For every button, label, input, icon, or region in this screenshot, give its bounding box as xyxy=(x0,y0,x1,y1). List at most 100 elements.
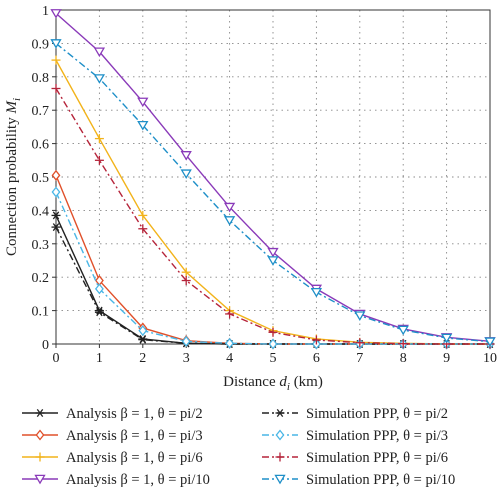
y-tick-label: 0.8 xyxy=(32,71,50,86)
data-point xyxy=(181,276,191,286)
grid xyxy=(56,10,490,344)
legend-item: Analysis β = 1, θ = pi/6 xyxy=(22,450,203,466)
legend-label: Analysis β = 1, θ = pi/3 xyxy=(66,428,203,444)
series-line xyxy=(55,191,490,345)
y-tick-label: 0.5 xyxy=(32,171,50,186)
y-tick-label: 0.2 xyxy=(32,271,50,286)
y-axis-title: Connection probability Mi xyxy=(4,98,23,256)
data-point xyxy=(138,325,148,337)
x-tick-label: 0 xyxy=(53,351,60,366)
data-point xyxy=(484,337,496,347)
series-line xyxy=(55,42,491,343)
data-point xyxy=(94,308,104,317)
x-tick-label: 8 xyxy=(400,351,407,366)
legend-label: Analysis β = 1, θ = pi/2 xyxy=(66,406,203,422)
legend-item: Simulation PPP, θ = pi/2 xyxy=(262,406,448,422)
legend-marker xyxy=(35,409,45,417)
data-point xyxy=(94,134,104,144)
data-point xyxy=(51,169,61,181)
data-point xyxy=(268,338,278,350)
y-tick-label: 1 xyxy=(42,4,49,19)
legend-marker xyxy=(35,429,45,441)
legend-item: Simulation PPP, θ = pi/10 xyxy=(262,472,455,488)
series-line xyxy=(55,226,490,345)
data-point xyxy=(310,287,323,298)
data-point xyxy=(268,327,278,337)
legend-marker xyxy=(34,474,46,485)
data-point xyxy=(94,155,104,165)
legend-item: Analysis β = 1, θ = pi/2 xyxy=(22,406,203,422)
y-tick-label: 0.1 xyxy=(32,305,50,320)
x-tick-label: 1 xyxy=(96,351,103,366)
data-point xyxy=(397,325,409,336)
data-point xyxy=(354,311,366,321)
y-tick-label: 0 xyxy=(42,338,49,353)
series-7 xyxy=(51,83,495,349)
data-point xyxy=(137,97,149,108)
legend-label: Analysis β = 1, θ = pi/10 xyxy=(66,472,210,488)
data-point xyxy=(267,256,279,266)
data-point xyxy=(355,338,365,348)
data-point xyxy=(94,283,104,295)
y-tick-label: 0.7 xyxy=(32,104,50,119)
legend-label: Simulation PPP, θ = pi/6 xyxy=(306,450,448,466)
series-line xyxy=(55,59,490,345)
legend-item: Simulation PPP, θ = pi/3 xyxy=(262,428,448,444)
data-point xyxy=(267,247,279,258)
data-point xyxy=(225,337,235,349)
x-tick-label: 10 xyxy=(483,351,497,366)
x-tick-label: 6 xyxy=(313,351,320,366)
legend: Analysis β = 1, θ = pi/2 Analysis β = 1, … xyxy=(22,406,455,488)
data-point xyxy=(398,339,408,349)
legend-marker xyxy=(275,452,285,462)
x-tick-label: 9 xyxy=(443,351,450,366)
data-point xyxy=(50,39,62,49)
legend-marker xyxy=(274,474,286,485)
data-point xyxy=(51,186,61,198)
y-tick-label: 0.9 xyxy=(32,37,50,52)
legend-item: Analysis β = 1, θ = pi/10 xyxy=(22,472,210,488)
data-point xyxy=(137,120,149,131)
x-tick-label: 2 xyxy=(139,351,146,366)
x-tick-label: 4 xyxy=(226,351,233,366)
legend-label: Simulation PPP, θ = pi/3 xyxy=(306,428,448,444)
legend-marker xyxy=(275,409,285,417)
series-3 xyxy=(51,55,495,349)
legend-marker xyxy=(35,452,45,462)
data-point xyxy=(223,216,236,226)
data-point xyxy=(51,223,61,232)
series-8 xyxy=(50,39,496,347)
data-point xyxy=(50,9,62,19)
y-tick-label: 0.3 xyxy=(32,238,50,253)
series-group xyxy=(50,9,496,350)
data-point xyxy=(180,169,192,179)
x-tick-label: 3 xyxy=(183,351,190,366)
data-point xyxy=(180,151,192,161)
data-point xyxy=(93,47,106,58)
x-tick-label: 7 xyxy=(356,351,363,366)
legend-label: Analysis β = 1, θ = pi/6 xyxy=(66,450,203,466)
data-point xyxy=(181,267,191,277)
data-point xyxy=(225,309,235,319)
data-point xyxy=(138,210,148,220)
data-point xyxy=(138,335,148,344)
legend-label: Simulation PPP, θ = pi/2 xyxy=(306,406,448,422)
legend-item: Analysis β = 1, θ = pi/3 xyxy=(22,428,203,444)
data-point xyxy=(51,211,61,220)
data-point xyxy=(440,333,453,344)
data-point xyxy=(181,335,191,347)
data-point xyxy=(311,335,321,345)
data-point xyxy=(51,55,61,65)
legend-label: Simulation PPP, θ = pi/10 xyxy=(306,472,455,488)
legend-item: Simulation PPP, θ = pi/6 xyxy=(262,450,448,466)
data-point xyxy=(223,202,236,213)
data-point xyxy=(93,74,106,84)
x-axis-title: Distance di (km) xyxy=(223,374,323,393)
y-tick-label: 0.4 xyxy=(32,204,50,219)
data-point xyxy=(51,83,61,93)
y-tick-label: 0.6 xyxy=(32,138,50,153)
ticks: 0 1 2 3 4 5 6 7 8 9 10 0 0.1 0.2 0.3 0.4 0.5 0.6 0.7 0.8 0.9… xyxy=(32,4,498,366)
x-tick-label: 5 xyxy=(270,351,277,366)
